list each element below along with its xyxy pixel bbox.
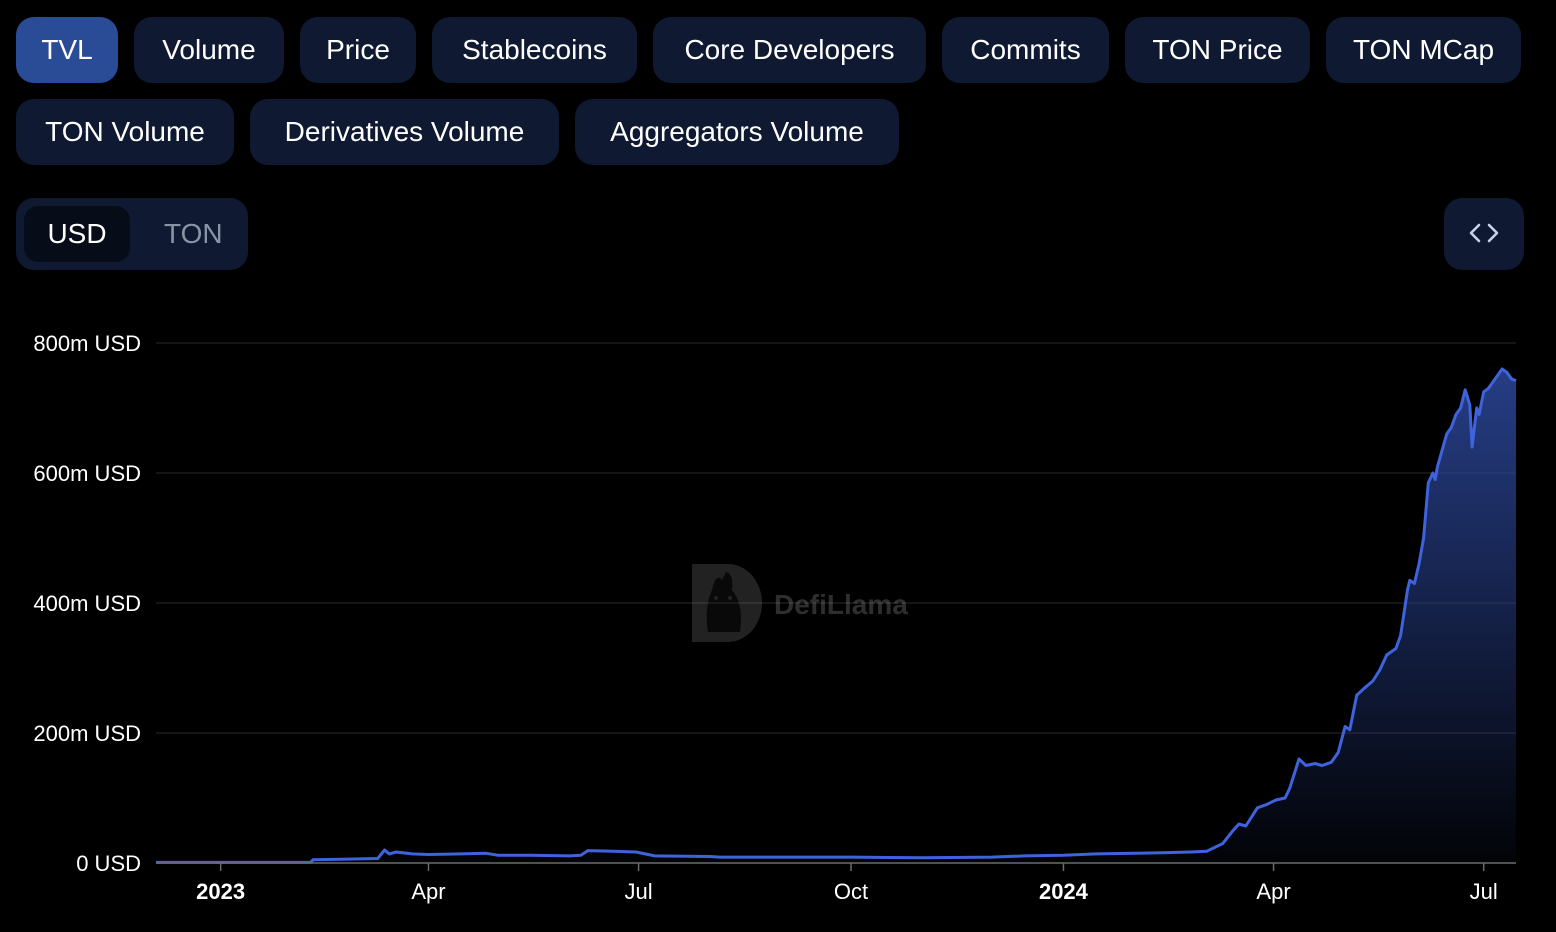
y-tick-label: 0 USD — [76, 851, 141, 876]
y-tick-label: 400m USD — [33, 591, 141, 616]
series-line — [156, 367, 1517, 864]
x-tick-label: Jul — [625, 879, 653, 904]
x-tick-label: 2023 — [196, 879, 245, 904]
grid-lines — [156, 342, 1516, 734]
currency-option-ton[interactable]: TON — [164, 218, 223, 249]
y-axis: 0 USD 200m USD 400m USD 600m USD 800m USD — [33, 331, 141, 876]
tab-price[interactable]: Price — [300, 17, 416, 83]
y-tick-label: 600m USD — [33, 461, 141, 486]
y-tick-label: 200m USD — [33, 721, 141, 746]
llama-logo-icon — [692, 564, 762, 642]
tab-commits[interactable]: Commits — [942, 17, 1109, 83]
tab-volume[interactable]: Volume — [134, 17, 284, 83]
tab-stablecoins[interactable]: Stablecoins — [432, 17, 637, 83]
tab-derivatives-volume[interactable]: Derivatives Volume — [250, 99, 559, 165]
x-axis: 2023 Apr Jul Oct 2024 Apr Jul — [196, 863, 1498, 904]
tab-aggregators-volume[interactable]: Aggregators Volume — [575, 99, 899, 165]
tab-ton-volume[interactable]: TON Volume — [16, 99, 234, 165]
y-tick-label: 800m USD — [33, 331, 141, 356]
tab-core-developers[interactable]: Core Developers — [653, 17, 926, 83]
tab-ton-mcap[interactable]: TON MCap — [1326, 17, 1521, 83]
x-tick-label: Apr — [1256, 879, 1290, 904]
x-tick-label: Apr — [411, 879, 445, 904]
code-brackets-icon — [1469, 223, 1499, 243]
x-tick-label: Jul — [1470, 879, 1498, 904]
x-tick-label: Oct — [834, 879, 868, 904]
tab-ton-price[interactable]: TON Price — [1125, 17, 1310, 83]
x-tick-label: 2024 — [1039, 879, 1089, 904]
embed-button[interactable] — [1444, 198, 1524, 270]
watermark-text: DefiLlama — [774, 589, 908, 620]
tab-tvl[interactable]: TVL — [16, 17, 118, 83]
series-area — [156, 369, 1516, 863]
currency-option-usd[interactable]: USD — [24, 206, 130, 262]
currency-toggle: USD TON — [16, 198, 248, 270]
tvl-chart: 0 USD 200m USD 400m USD 600m USD 800m USD De… — [33, 331, 1517, 904]
watermark: DefiLlama — [692, 564, 908, 642]
